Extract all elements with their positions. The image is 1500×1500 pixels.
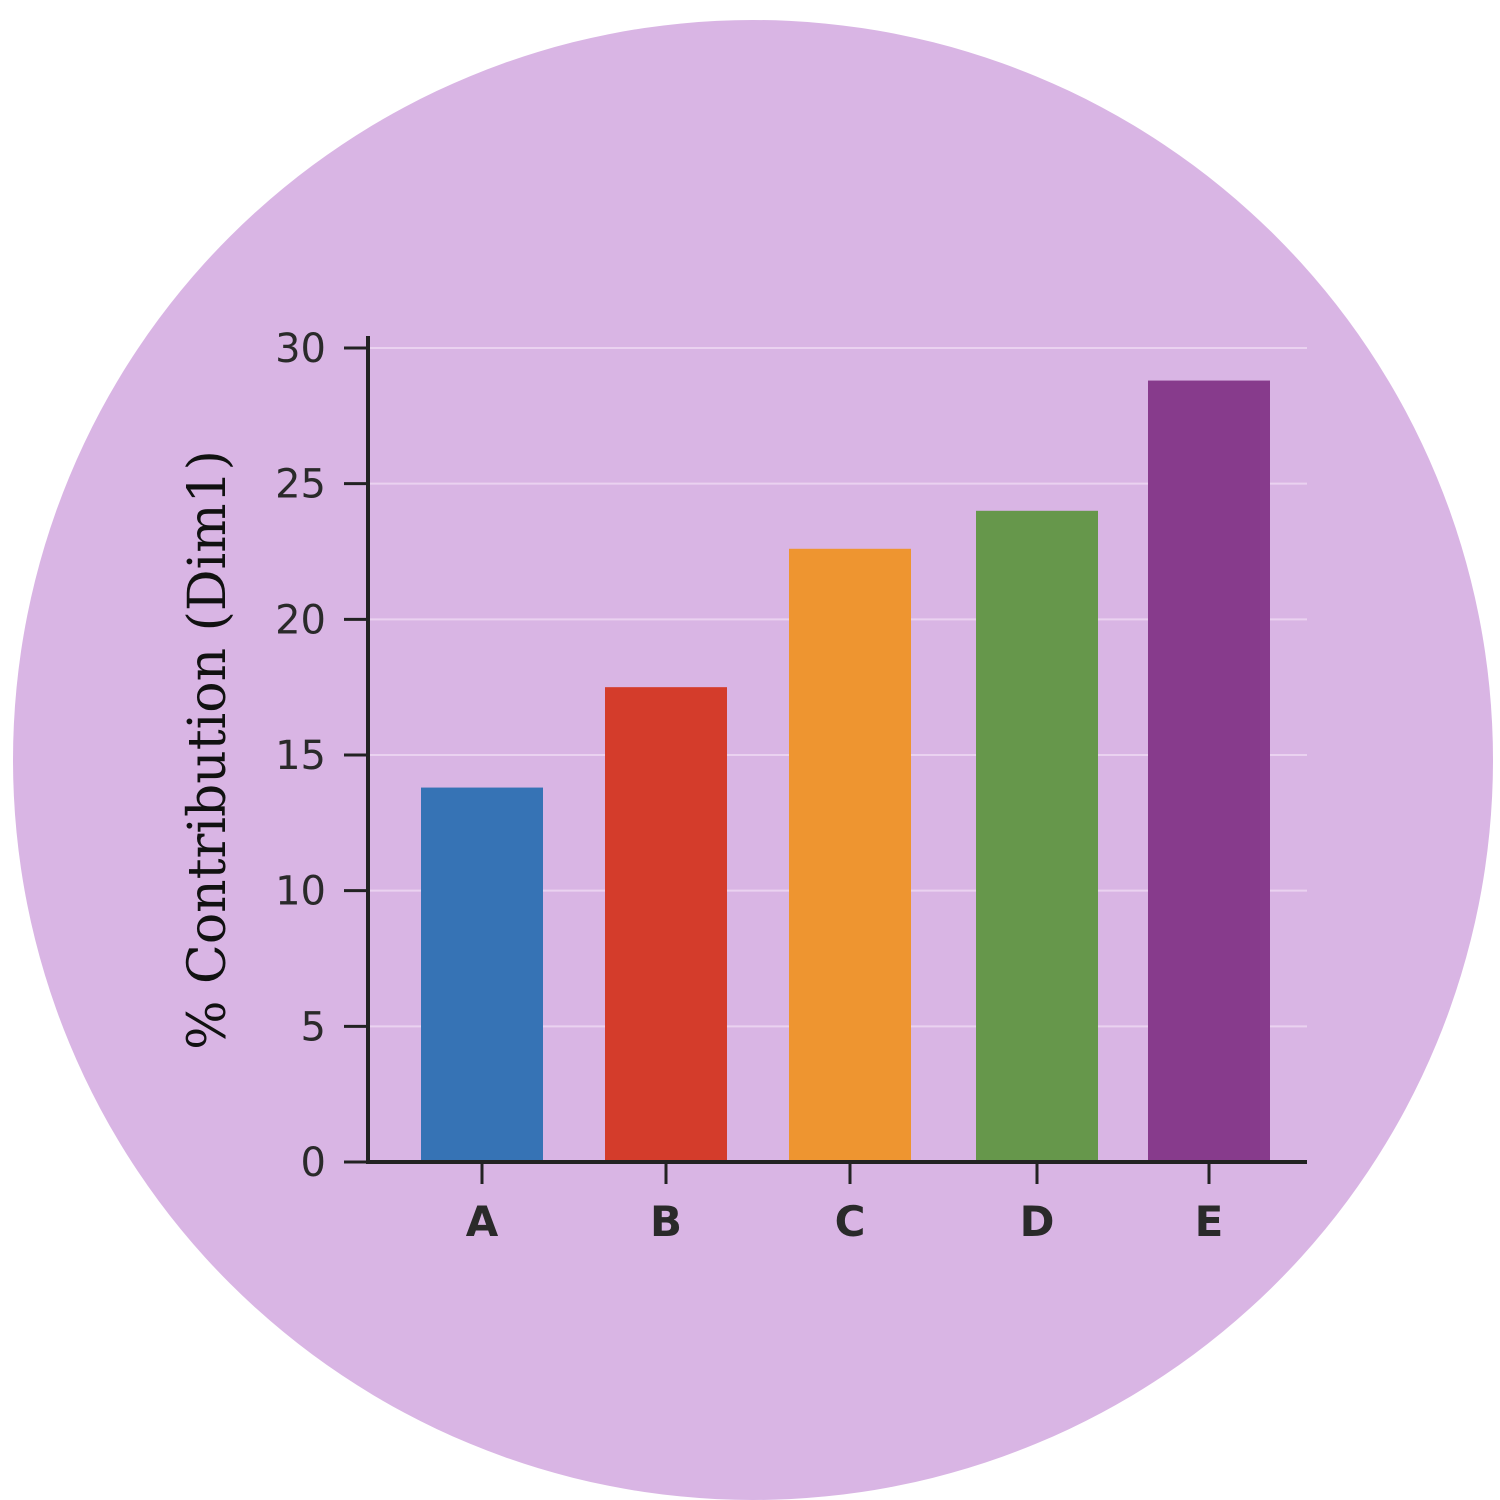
background-circle: [13, 20, 1493, 1500]
y-tick-label: 25: [275, 462, 326, 508]
x-tick-label: E: [1195, 1197, 1224, 1246]
y-axis-label: % Contribution (Dim1): [178, 450, 238, 1050]
bar-C: [789, 548, 911, 1162]
x-tick-label: A: [466, 1197, 499, 1246]
y-tick-label: 5: [301, 1004, 326, 1050]
y-tick-label: 15: [275, 733, 326, 779]
y-tick-label: 10: [275, 869, 326, 915]
x-tick-label: D: [1020, 1197, 1055, 1246]
bar-E: [1148, 380, 1270, 1162]
bar-D: [976, 510, 1098, 1162]
y-tick-label: 20: [275, 597, 326, 643]
bar-A: [421, 787, 543, 1162]
x-tick-label: C: [835, 1197, 866, 1246]
y-tick-label: 0: [301, 1140, 326, 1186]
y-tick-label: 30: [275, 326, 326, 372]
bar-B: [605, 687, 727, 1162]
x-tick-label: B: [650, 1197, 682, 1246]
